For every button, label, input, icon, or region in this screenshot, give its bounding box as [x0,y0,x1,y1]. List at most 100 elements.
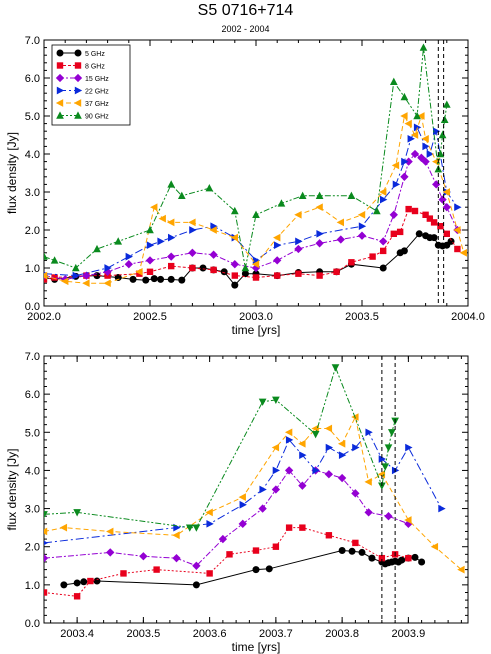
data-point [209,250,218,259]
data-point [252,256,261,265]
data-point [411,553,419,561]
data-point [231,272,238,279]
data-point [410,149,420,159]
data-point [178,276,186,284]
legend-label: 90 GHz [85,114,109,121]
data-point [172,531,180,540]
data-point [404,157,413,166]
data-point [365,428,373,437]
data-point [440,115,449,123]
data-point [426,150,434,158]
plot-area [44,364,465,600]
data-point [188,218,196,227]
data-point [238,493,246,501]
data-point [71,263,80,272]
data-point [338,451,347,460]
data-point [218,534,228,544]
data-point [124,260,133,269]
data-point [336,235,345,244]
data-point [284,428,293,437]
data-point [311,430,320,439]
legend-swatch-marker [55,99,64,107]
data-point [379,237,388,246]
data-point [167,275,175,283]
data-point [438,504,446,513]
legend: 5 GHz 8 GHz 15 GHz 22 GHz 37 GHz 90 GHz [51,44,131,126]
data-point [379,264,387,272]
data-point [392,180,401,189]
data-point [421,134,429,143]
x-tick-label: 2003.5 [127,628,161,640]
data-point [316,272,323,279]
data-point [150,275,158,283]
data-point [172,553,181,563]
data-point [272,396,280,405]
data-point [205,508,213,517]
data-point [59,523,68,532]
x-tick-label: 2002.5 [133,311,167,323]
legend-swatch-marker [56,49,64,57]
x-tick-label: 2003.7 [259,628,293,640]
data-point [380,247,387,255]
data-point [206,570,213,577]
data-point [73,579,81,587]
data-point [241,270,249,278]
data-point [405,554,412,562]
data-point [381,463,390,471]
legend-swatch-marker [56,86,65,95]
data-point [185,524,194,532]
series-15-ghz [44,149,462,284]
data-point [430,542,439,551]
y-tick-label: 4.0 [25,149,40,161]
data-point [146,241,155,250]
data-point [192,561,201,570]
data-point [238,519,247,528]
data-point [398,556,406,564]
data-point [405,443,413,452]
data-point [405,205,412,213]
data-point [252,566,260,574]
x-tick-label: 2003.6 [193,628,227,640]
data-point [298,439,306,448]
y-tick-label: 5.0 [25,427,40,439]
data-point [357,210,366,219]
data-point [82,279,90,288]
data-point [454,203,462,212]
data-point [44,527,48,536]
data-point [135,267,143,276]
series-22-ghz [44,123,462,280]
data-point [404,516,412,524]
x-axis-label: time [yrs] [232,640,281,654]
data-point [396,228,404,236]
data-point [271,485,281,494]
series-line [44,208,458,280]
legend-swatch-marker [74,111,82,119]
x-tick-label: 2004.0 [451,311,485,323]
data-point [299,524,306,531]
series-5-ghz [60,547,426,589]
data-point [437,223,444,230]
data-point [206,519,214,528]
data-point [352,443,360,452]
data-point [348,259,355,266]
data-point [364,508,373,517]
data-point [157,237,165,246]
x-tick-label: 2003.9 [392,628,426,640]
data-point [357,231,367,240]
data-point [239,500,247,509]
data-point [442,100,451,108]
data-point [167,252,176,261]
data-point [114,237,123,245]
data-point [430,234,438,242]
data-point [325,443,334,452]
legend-swatch-marker [73,73,83,83]
x-tick-label: 2002.0 [27,311,61,323]
y-tick-label: 0.0 [25,618,40,630]
series-line [44,469,409,567]
data-point [364,478,372,486]
data-point [442,188,450,196]
data-point [230,206,239,215]
data-point [173,523,181,532]
x-tick-label: 2003.8 [325,628,359,640]
